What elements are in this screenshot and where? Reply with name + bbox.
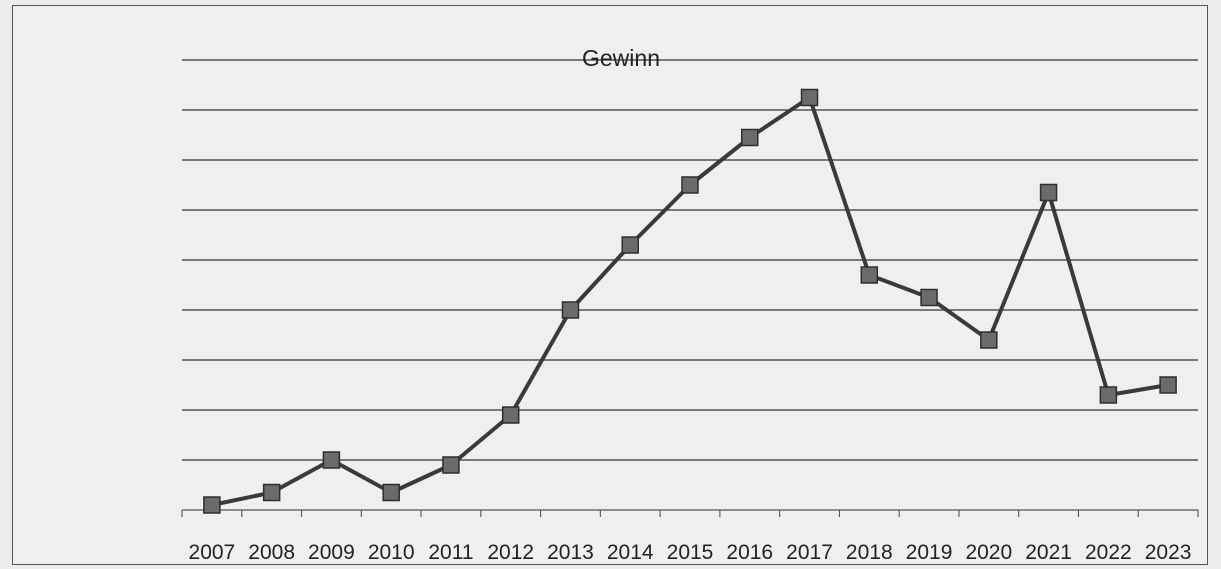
data-point-2008 — [262, 483, 281, 502]
x-tick-label: 2019 — [906, 541, 953, 564]
x-tick-label: 2014 — [607, 541, 654, 564]
x-tick-label: 2011 — [428, 541, 473, 564]
data-point-2015 — [681, 176, 699, 194]
x-tick-label: 2022 — [1085, 541, 1132, 564]
chart-frame — [12, 5, 1208, 565]
data-point-2012 — [501, 406, 520, 424]
data-point-2007 — [203, 496, 221, 514]
x-tick-labels: 2007 2008 2009 2010 2011 2012 2013 2014 2015 2016… — [189, 541, 1192, 564]
data-point-2011 — [442, 456, 460, 474]
x-tick-label: 2007 — [189, 541, 236, 564]
x-tick-label: 2009 — [308, 541, 355, 564]
data-point-2010 — [382, 483, 400, 502]
data-point-2022 — [1099, 386, 1118, 404]
x-tick-label: 2016 — [726, 541, 773, 564]
data-point-2019 — [920, 288, 938, 307]
x-tick-label: 2008 — [248, 541, 295, 564]
data-point-2023 — [1159, 376, 1177, 394]
data-point-2018 — [860, 266, 879, 284]
x-tick-label: 2018 — [846, 541, 893, 564]
data-point-2009 — [322, 451, 341, 469]
data-point-2014 — [621, 236, 639, 254]
data-point-2013 — [561, 301, 580, 319]
x-tick-label: 2010 — [368, 541, 415, 564]
x-tick-label: 2013 — [547, 541, 594, 564]
series-line-layer — [211, 95, 1169, 507]
data-point-2021 — [1039, 183, 1058, 202]
data-point-2020 — [980, 331, 998, 349]
series-markers — [203, 88, 1177, 514]
x-tick-label: 2012 — [487, 541, 534, 564]
chart-title: Gewinn — [582, 45, 660, 71]
series-line — [211, 95, 1169, 507]
x-tick-label: 2017 — [786, 541, 833, 564]
data-point-2016 — [741, 128, 759, 147]
x-axis — [181, 509, 1199, 517]
gridlines — [182, 59, 1198, 461]
x-tick-label: 2015 — [667, 541, 714, 564]
x-tick-label: 2020 — [965, 541, 1012, 564]
data-point-2017 — [800, 88, 819, 107]
x-tick-label: 2023 — [1145, 541, 1192, 564]
x-tick-label: 2021 — [1025, 541, 1072, 564]
